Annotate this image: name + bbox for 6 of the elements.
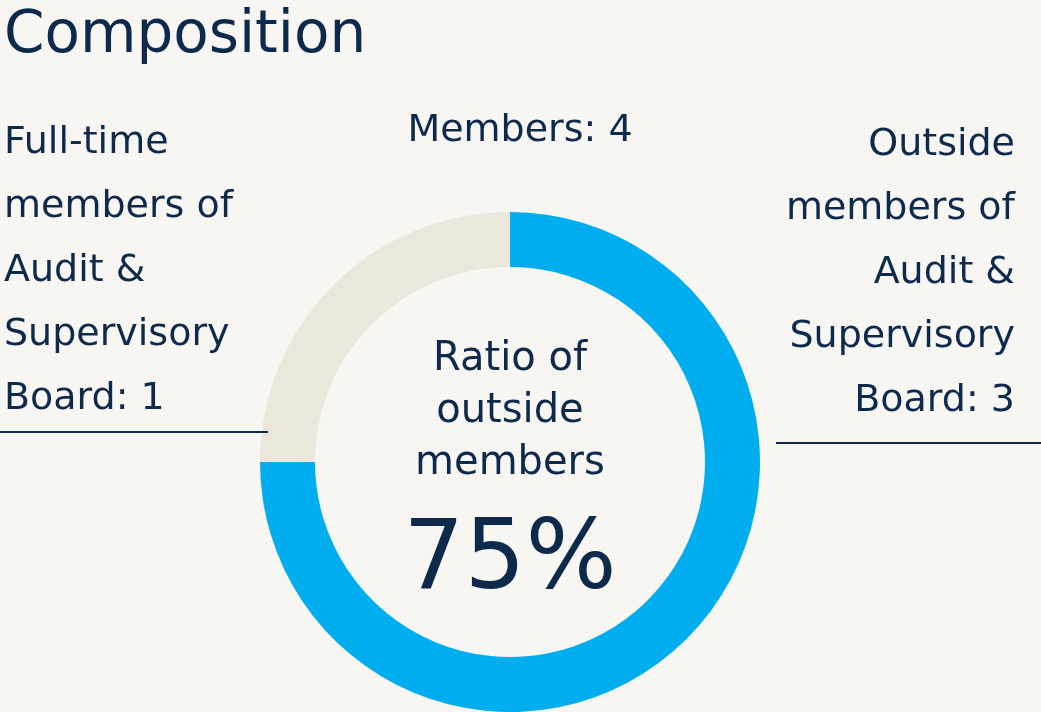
chart-title: Composition (4, 0, 367, 68)
text: Ratio of outside members (414, 332, 606, 485)
slice-label: Outside members of Audit & Supervisory Board: 3 (784, 119, 1015, 422)
slice-label: Full-time members of Audit & Supervisory Board: 1 (4, 117, 235, 420)
text: 75% (402, 499, 618, 611)
text: Members: 4 (406, 105, 634, 152)
